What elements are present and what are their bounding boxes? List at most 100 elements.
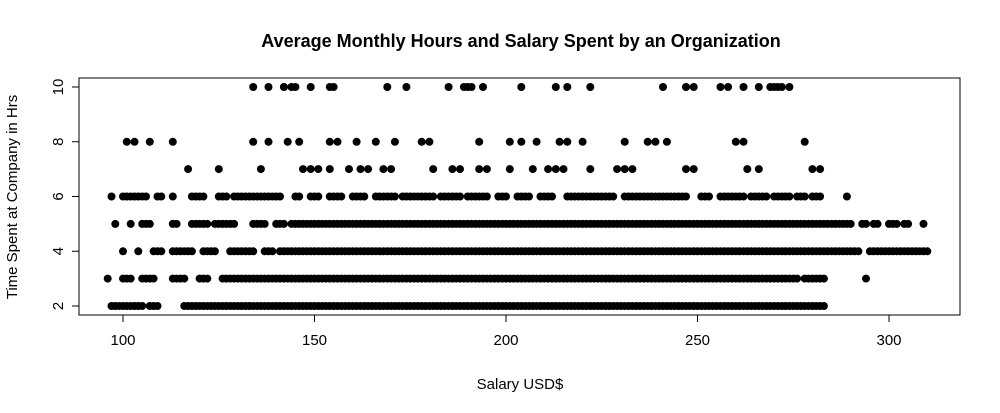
- x-tick-label: 100: [110, 332, 135, 349]
- data-point: [337, 192, 346, 201]
- data-point: [264, 137, 273, 146]
- data-point: [563, 83, 572, 91]
- data-point: [854, 247, 863, 256]
- data-point: [352, 137, 361, 146]
- data-point: [107, 192, 116, 201]
- x-axis-label: Salary USD$: [477, 376, 564, 393]
- data-point: [157, 247, 166, 256]
- data-point: [119, 247, 127, 256]
- data-point: [816, 165, 825, 174]
- data-point: [502, 192, 510, 201]
- data-point: [268, 247, 277, 256]
- data-point: [168, 137, 177, 146]
- data-point: [785, 83, 794, 91]
- data-point: [819, 302, 828, 310]
- x-tick-label: 300: [876, 332, 901, 349]
- data-point: [785, 192, 794, 201]
- data-point: [333, 137, 342, 146]
- data-point: [705, 192, 713, 201]
- data-point: [249, 83, 258, 91]
- data-point: [279, 219, 288, 228]
- data-point: [517, 137, 526, 146]
- data-point: [276, 192, 284, 201]
- data-point: [153, 302, 162, 310]
- data-point: [517, 83, 526, 91]
- data-point: [138, 302, 147, 310]
- data-point: [111, 219, 120, 228]
- x-tick-label: 250: [685, 332, 710, 349]
- data-point: [544, 165, 553, 174]
- data-point: [448, 165, 457, 174]
- data-point: [325, 137, 334, 146]
- data-point: [475, 165, 484, 174]
- data-point: [356, 165, 365, 174]
- data-point: [548, 192, 556, 201]
- data-point: [329, 83, 338, 91]
- data-point: [479, 83, 487, 91]
- data-point: [643, 137, 652, 146]
- data-point: [402, 83, 411, 91]
- y-axis-label: Time Spent at Company in Hrs: [4, 95, 21, 300]
- data-point: [126, 274, 135, 283]
- data-point: [739, 83, 748, 91]
- data-point: [149, 274, 158, 283]
- data-point: [184, 165, 193, 174]
- data-point: [862, 274, 870, 283]
- data-point: [620, 137, 629, 146]
- y-tick-label: 10: [50, 79, 67, 96]
- data-point: [862, 219, 870, 228]
- data-point: [314, 192, 323, 201]
- data-point: [145, 137, 154, 146]
- x-tick-label: 200: [493, 332, 518, 349]
- data-point: [168, 192, 177, 201]
- data-point: [682, 83, 690, 91]
- data-point: [122, 137, 131, 146]
- x-axis: 100 150 200 250 300: [110, 314, 902, 349]
- data-point: [482, 165, 491, 174]
- data-point: [172, 219, 181, 228]
- data-point: [739, 137, 748, 146]
- data-point: [724, 83, 733, 91]
- data-point: [816, 192, 825, 201]
- chart-title: Average Monthly Hours and Salary Spent b…: [261, 31, 780, 51]
- data-point: [628, 165, 637, 174]
- data-point: [919, 219, 928, 228]
- data-point: [800, 137, 809, 146]
- data-point: [467, 83, 476, 91]
- data-point: [199, 192, 208, 201]
- data-point: [482, 192, 491, 201]
- data-point: [306, 83, 315, 91]
- data-point: [659, 83, 667, 91]
- data-point: [525, 192, 533, 201]
- data-point: [299, 165, 307, 174]
- data-point: [256, 165, 265, 174]
- data-point: [904, 219, 913, 228]
- data-point: [249, 247, 258, 256]
- data-point: [689, 83, 698, 91]
- data-point: [716, 83, 725, 91]
- data-point: [456, 192, 464, 201]
- data-point: [731, 137, 740, 146]
- data-point: [295, 192, 304, 201]
- data-point: [551, 83, 560, 91]
- data-point: [134, 247, 143, 256]
- data-point: [873, 219, 882, 228]
- y-tick-label: 4: [50, 247, 67, 255]
- data-point: [743, 165, 752, 174]
- data-point: [379, 165, 388, 174]
- data-point: [360, 192, 369, 201]
- data-point: [754, 83, 763, 91]
- data-point: [345, 165, 353, 174]
- data-point: [800, 192, 809, 201]
- data-point: [383, 83, 392, 91]
- data-point: [142, 192, 150, 201]
- y-tick-label: 6: [50, 192, 67, 200]
- data-point: [145, 219, 154, 228]
- data-point: [846, 219, 855, 228]
- data-point: [586, 83, 595, 91]
- y-axis: 2 4 6 8 10: [50, 79, 80, 310]
- data-point: [210, 247, 219, 256]
- data-point: [264, 83, 273, 91]
- data-point: [651, 137, 660, 146]
